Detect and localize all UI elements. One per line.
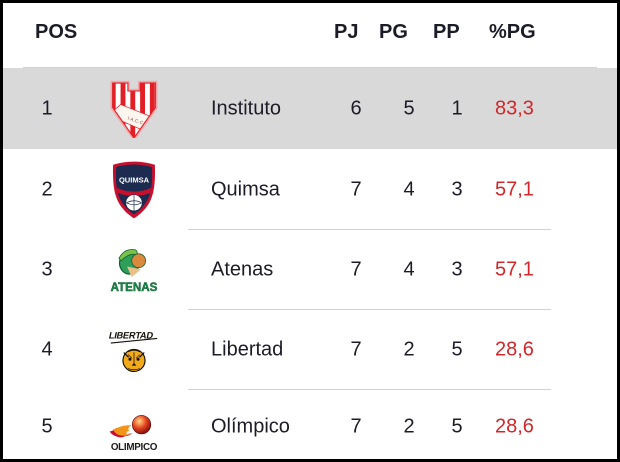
svg-text:ATENAS: ATENAS: [111, 281, 158, 294]
svg-text:QUIMSA: QUIMSA: [119, 175, 150, 184]
svg-text:OLIMPICO: OLIMPICO: [111, 442, 158, 453]
